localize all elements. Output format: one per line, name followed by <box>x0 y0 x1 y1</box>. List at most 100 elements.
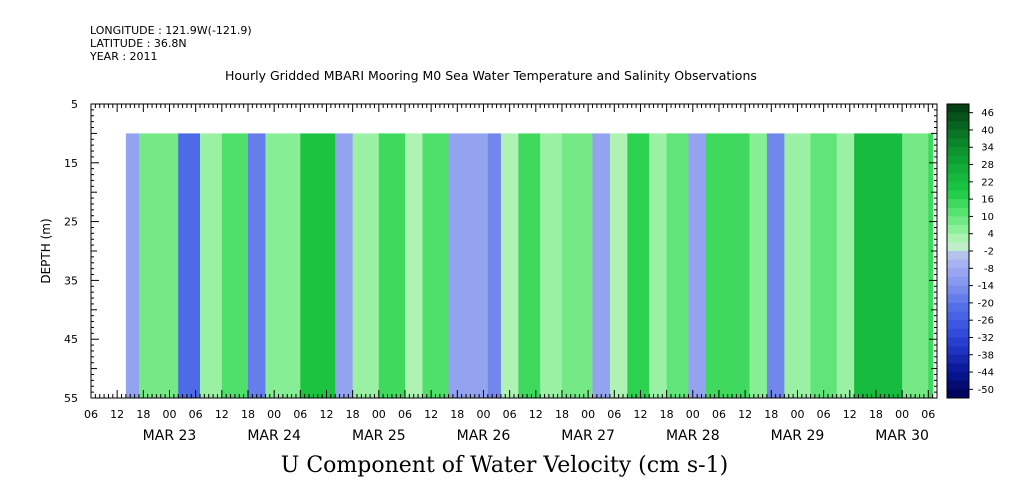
x-hour-label: 00 <box>581 408 595 421</box>
x-hour-label: 18 <box>241 408 255 421</box>
heatmap-band <box>810 133 838 398</box>
x-day-label: MAR 23 <box>143 428 197 444</box>
colorbar-swatch <box>947 285 969 295</box>
colorbar-label: -32 <box>978 333 994 344</box>
longitude-label: LONGITUDE : 121.9W(-121.9) <box>90 24 252 37</box>
colorbar-swatch <box>947 233 969 243</box>
colorbar-swatch <box>947 363 969 373</box>
colorbar-swatch <box>947 302 969 312</box>
colorbar-label: -8 <box>984 264 994 275</box>
colorbar-label: 46 <box>981 108 994 119</box>
colorbar-label: -38 <box>978 350 994 361</box>
heatmap-band <box>352 133 380 398</box>
x-hour-label: 00 <box>790 408 804 421</box>
heatmap-band <box>705 133 750 398</box>
y-tick-label: 45 <box>64 333 78 346</box>
heatmap-band <box>666 133 689 398</box>
colorbar-swatch <box>947 259 969 269</box>
heatmap-band <box>265 133 301 398</box>
colorbar-swatch <box>947 104 969 113</box>
colorbar-label: 40 <box>981 125 994 136</box>
y-tick-label: 5 <box>71 98 78 111</box>
chart-title: Hourly Gridded MBARI Mooring M0 Sea Wate… <box>225 68 757 83</box>
colorbar-swatch <box>947 190 969 200</box>
colorbar-swatch <box>947 207 969 217</box>
heatmap-band <box>178 133 201 398</box>
heatmap-band <box>649 133 668 398</box>
colorbar-swatch <box>947 155 969 165</box>
colorbar-label: -26 <box>978 316 994 327</box>
colorbar-label: -50 <box>978 385 994 396</box>
x-hour-label: 18 <box>136 408 150 421</box>
heatmap-band <box>609 133 628 398</box>
x-hour-label: 06 <box>84 408 98 421</box>
x-hour-label: 18 <box>346 408 360 421</box>
colorbar-swatch <box>947 337 969 347</box>
colorbar-swatch <box>947 311 969 321</box>
heatmap-band <box>500 133 519 398</box>
colorbar-swatch <box>947 372 969 382</box>
heatmap-band <box>561 133 593 398</box>
x-hour-label: 06 <box>712 408 726 421</box>
heatmap-band <box>378 133 406 398</box>
x-day-label: MAR 27 <box>561 428 615 444</box>
colorbar-swatch <box>947 251 969 260</box>
x-hour-label: 00 <box>686 408 700 421</box>
colorbar-swatch <box>947 320 969 330</box>
colorbar-swatch <box>947 129 969 139</box>
x-hour-label: 00 <box>895 408 909 421</box>
colorbar-swatch <box>947 216 969 226</box>
y-axis: 5 15 25 35 45 55 <box>64 98 937 405</box>
heatmap-band <box>300 133 336 398</box>
heatmap-band <box>335 133 354 398</box>
x-hour-label: 18 <box>450 408 464 421</box>
colorbar-swatch <box>947 268 969 278</box>
x-axis: 06 12 18 00 06 12 18 00 06 12 18 00 06 12 18 00 06 12 18 00… <box>84 104 938 444</box>
x-day-label: MAR 30 <box>875 428 929 444</box>
heatmap-band <box>540 133 563 398</box>
colorbar-label: -20 <box>978 298 994 309</box>
x-day-label: MAR 25 <box>352 428 406 444</box>
variable-title: U Component of Water Velocity (cm s-1) <box>280 453 729 478</box>
x-hour-label: 12 <box>738 408 752 421</box>
colorbar-swatch <box>947 164 969 174</box>
heatmap-band <box>854 133 903 398</box>
x-day-label: MAR 28 <box>666 428 720 444</box>
year-label: YEAR : 2011 <box>90 50 158 63</box>
y-tick-label: 15 <box>64 157 78 170</box>
heatmap-band <box>902 133 929 398</box>
heatmap-band <box>749 133 768 398</box>
colorbar-label: -44 <box>978 368 994 379</box>
x-hour-label: 12 <box>110 408 124 421</box>
y-axis-label: DEPTH (m) <box>39 218 53 283</box>
x-hour-label: 06 <box>293 408 307 421</box>
colorbar-swatch <box>947 173 969 183</box>
y-tick-label: 35 <box>64 274 78 287</box>
colorbar-label: -14 <box>978 281 994 292</box>
x-hour-label: 06 <box>503 408 517 421</box>
colorbar-swatch <box>947 112 969 122</box>
colorbar-swatch <box>947 181 969 191</box>
x-day-label: MAR 29 <box>771 428 825 444</box>
x-hour-label: 00 <box>476 408 490 421</box>
heatmap-band <box>836 133 855 398</box>
colorbar-swatch <box>947 121 969 131</box>
x-hour-label: 06 <box>398 408 412 421</box>
colorbar-label: 16 <box>981 195 994 206</box>
colorbar-label: 34 <box>981 143 994 154</box>
x-hour-label: 06 <box>921 408 935 421</box>
colorbar-label: 4 <box>988 229 994 240</box>
colorbar-label: 10 <box>981 212 994 223</box>
heatmap-band <box>200 133 223 398</box>
heatmap-band <box>928 133 934 398</box>
heatmap-band <box>592 133 611 398</box>
x-hour-label: 18 <box>764 408 778 421</box>
x-hour-label: 12 <box>843 408 857 421</box>
x-hour-label: 06 <box>607 408 621 421</box>
heatmap-band <box>221 133 249 398</box>
heatmap-band <box>688 133 707 398</box>
heatmap-band <box>138 133 179 398</box>
heatmap-band <box>627 133 650 398</box>
colorbar-swatch <box>947 276 969 286</box>
